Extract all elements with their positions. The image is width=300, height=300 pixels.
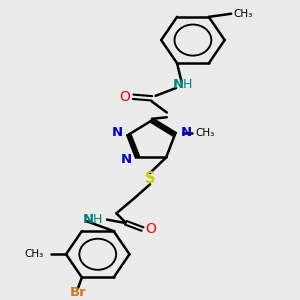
Text: H: H <box>93 213 102 226</box>
Text: N: N <box>181 125 192 139</box>
Text: O: O <box>120 90 130 104</box>
Text: Br: Br <box>70 286 86 299</box>
Text: CH₃: CH₃ <box>196 128 215 138</box>
Text: O: O <box>145 222 156 236</box>
Text: CH₃: CH₃ <box>24 249 44 259</box>
Text: CH₃: CH₃ <box>233 9 252 19</box>
Text: N: N <box>172 78 184 91</box>
Text: H: H <box>183 78 192 91</box>
Text: N: N <box>83 213 94 226</box>
Text: S: S <box>145 171 155 186</box>
Text: N: N <box>112 127 123 140</box>
Text: N: N <box>121 152 132 166</box>
